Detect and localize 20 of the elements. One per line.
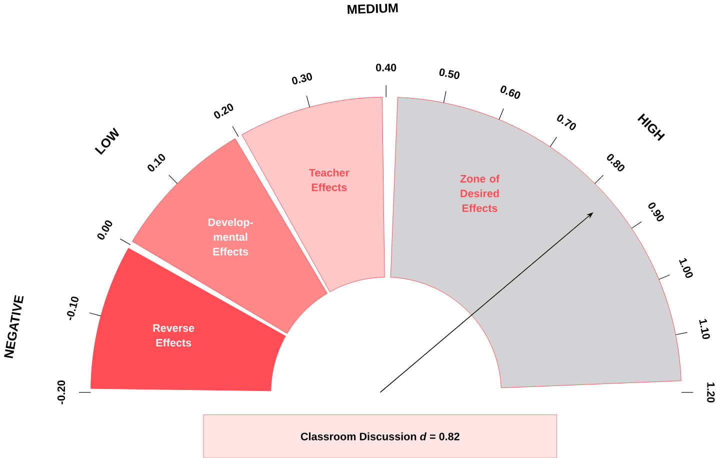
slice-label: Teacher Effects bbox=[309, 168, 350, 192]
text: MEDIUM bbox=[348, 3, 398, 14]
text: 0.20 bbox=[214, 104, 234, 118]
slice-label: Develop-mental Effects bbox=[208, 218, 253, 256]
text: 0.30 bbox=[292, 72, 312, 84]
text: 1.00 bbox=[679, 258, 693, 278]
text: 0.80 bbox=[607, 154, 625, 172]
text: 0.70 bbox=[557, 114, 576, 130]
text: -0.10 bbox=[67, 296, 79, 320]
text: 0.50 bbox=[439, 68, 460, 79]
text: 0.60 bbox=[500, 86, 520, 99]
slice-label: Zone of Desired Effects bbox=[460, 174, 500, 212]
text: 0.40 bbox=[376, 64, 396, 72]
text: 1.10 bbox=[699, 318, 710, 339]
text: Classroom Discussion d = 0.82 bbox=[300, 432, 460, 440]
text: 0.10 bbox=[148, 154, 166, 172]
text: NEGATIVE bbox=[4, 294, 24, 358]
slice-label: Reverse Effects bbox=[153, 324, 194, 346]
text: 1.20 bbox=[707, 382, 715, 402]
text: -0.20 bbox=[57, 380, 66, 404]
